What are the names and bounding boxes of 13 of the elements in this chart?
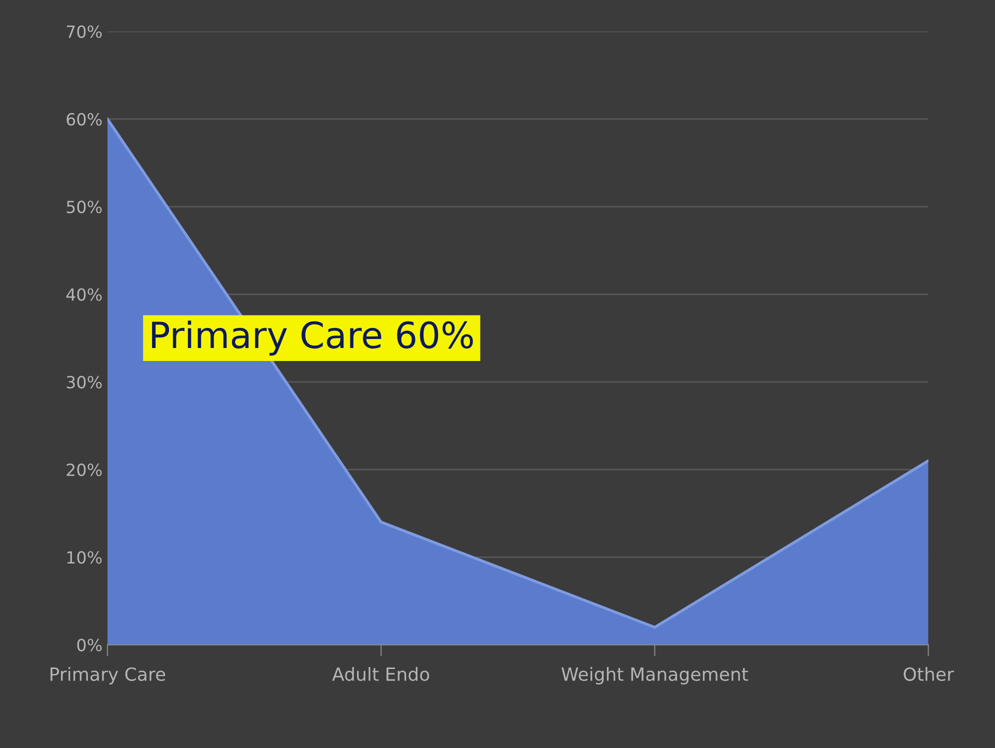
y-tick-label: 40%: [66, 288, 102, 301]
x-tick-label: Primary Care: [50, 667, 166, 684]
y-tick-label: 20%: [66, 463, 102, 476]
x-tick-label: Weight Management: [562, 667, 748, 684]
x-tick-label: Other: [904, 667, 954, 681]
y-tick-label: 0%: [77, 638, 102, 652]
y-tick-label: 70%: [66, 25, 102, 38]
y-tick-label: 60%: [66, 113, 102, 126]
y-tick-label: 30%: [66, 376, 102, 388]
y-tick-label: 50%: [66, 200, 102, 214]
x-tick-label: Adult Endo: [332, 667, 430, 681]
annotation: Primary Care 60%: [152, 320, 473, 356]
y-tick-label: 10%: [67, 551, 102, 564]
